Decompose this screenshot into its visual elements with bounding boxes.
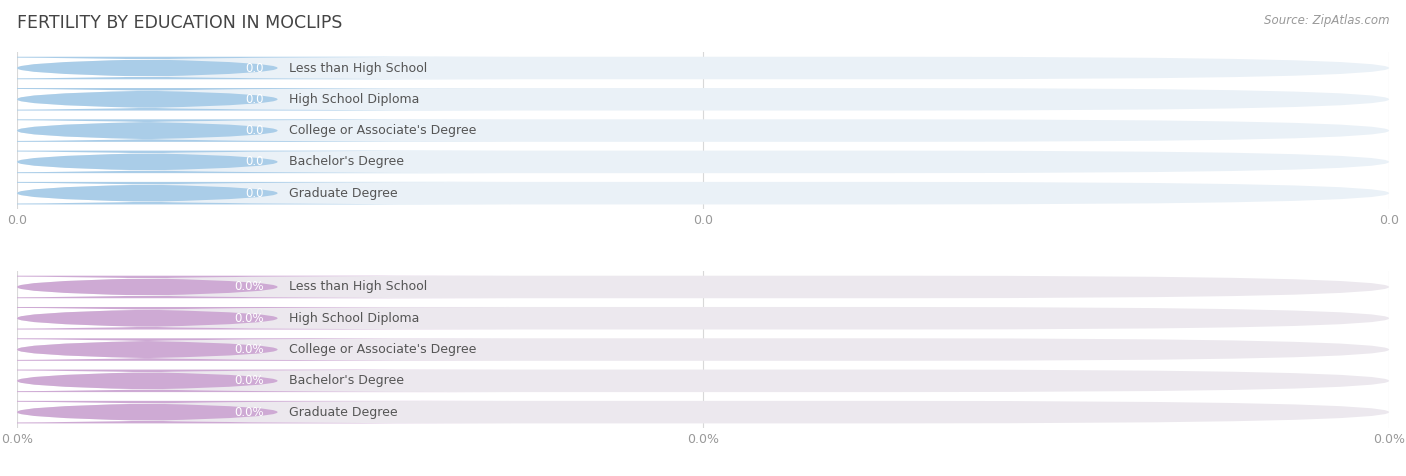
FancyBboxPatch shape [0, 369, 510, 392]
FancyBboxPatch shape [17, 57, 1389, 79]
FancyBboxPatch shape [17, 182, 1389, 204]
FancyBboxPatch shape [0, 119, 510, 142]
Text: 0.0: 0.0 [246, 187, 264, 199]
Text: 0.0: 0.0 [246, 155, 264, 169]
Text: College or Associate's Degree: College or Associate's Degree [288, 124, 477, 137]
FancyBboxPatch shape [17, 276, 1389, 298]
Text: FERTILITY BY EDUCATION IN MOCLIPS: FERTILITY BY EDUCATION IN MOCLIPS [17, 14, 342, 32]
FancyBboxPatch shape [0, 401, 510, 423]
Text: Graduate Degree: Graduate Degree [288, 187, 398, 199]
Text: College or Associate's Degree: College or Associate's Degree [288, 343, 477, 356]
FancyBboxPatch shape [0, 338, 510, 361]
FancyBboxPatch shape [17, 369, 1389, 392]
FancyBboxPatch shape [17, 119, 1389, 142]
Text: 0.0%: 0.0% [235, 280, 264, 294]
FancyBboxPatch shape [17, 307, 1389, 329]
FancyBboxPatch shape [17, 338, 1389, 361]
Text: 0.0: 0.0 [246, 61, 264, 75]
FancyBboxPatch shape [0, 88, 510, 110]
FancyBboxPatch shape [0, 307, 510, 329]
FancyBboxPatch shape [0, 182, 510, 204]
Text: High School Diploma: High School Diploma [288, 93, 419, 106]
FancyBboxPatch shape [0, 276, 510, 298]
Text: Graduate Degree: Graduate Degree [288, 406, 398, 418]
Text: 0.0: 0.0 [246, 124, 264, 137]
Text: 0.0%: 0.0% [235, 374, 264, 387]
Text: Less than High School: Less than High School [288, 280, 427, 294]
FancyBboxPatch shape [0, 150, 510, 173]
FancyBboxPatch shape [17, 150, 1389, 173]
Text: High School Diploma: High School Diploma [288, 312, 419, 325]
Text: 0.0%: 0.0% [235, 343, 264, 356]
FancyBboxPatch shape [17, 88, 1389, 110]
FancyBboxPatch shape [17, 401, 1389, 423]
Text: Source: ZipAtlas.com: Source: ZipAtlas.com [1264, 14, 1389, 27]
Text: 0.0%: 0.0% [235, 312, 264, 325]
FancyBboxPatch shape [0, 57, 510, 79]
Text: 0.0: 0.0 [246, 93, 264, 106]
Text: 0.0%: 0.0% [235, 406, 264, 418]
Text: Bachelor's Degree: Bachelor's Degree [288, 374, 404, 387]
Text: Bachelor's Degree: Bachelor's Degree [288, 155, 404, 169]
Text: Less than High School: Less than High School [288, 61, 427, 75]
